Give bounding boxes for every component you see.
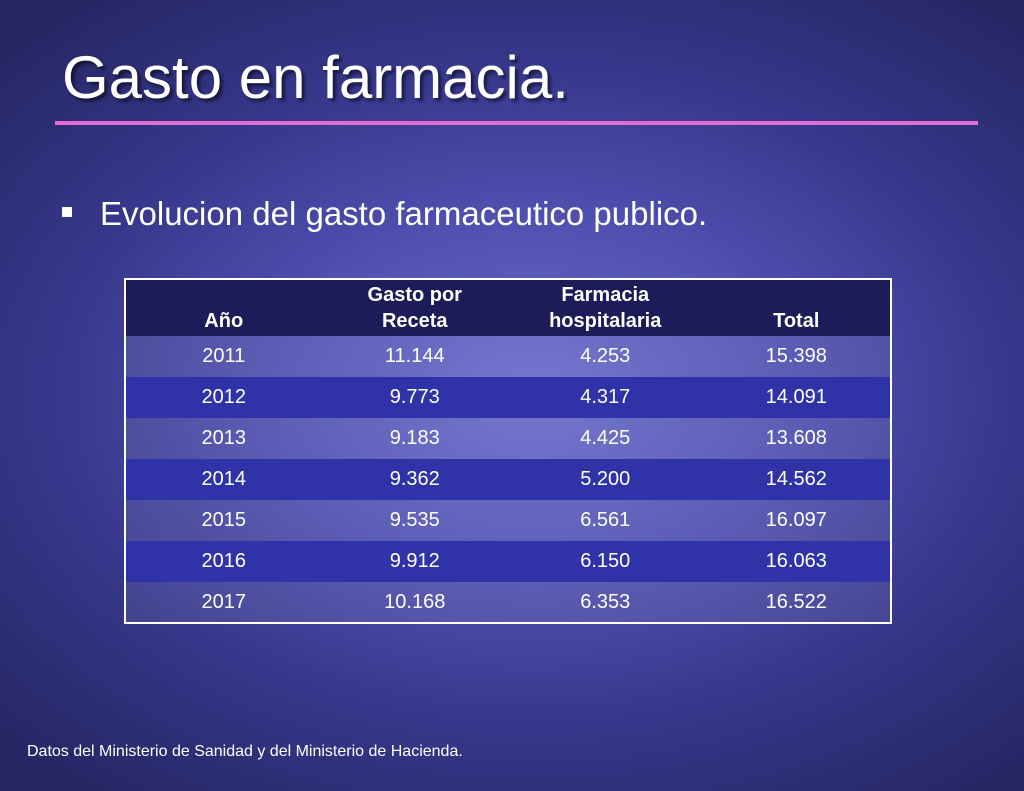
pharmacy-spending-table: Año Gasto por Receta Farmacia hospitalaria… bbox=[124, 278, 892, 624]
header-prescription-line-2: Receta bbox=[381, 310, 448, 332]
table-row: 2016 9.912 6.150 16.063 bbox=[125, 541, 891, 582]
cell-hospital: 4.253 bbox=[580, 345, 631, 367]
table-header-row: Año Gasto por Receta Farmacia hospitalaria… bbox=[125, 279, 891, 336]
cell-hospital: 6.150 bbox=[580, 550, 631, 572]
cell-hospital: 4.425 bbox=[580, 427, 631, 449]
cell-prescription: 10.168 bbox=[384, 590, 446, 613]
cell-prescription: 9.773 bbox=[389, 386, 440, 408]
header-prescription-spending: Gasto por Receta bbox=[322, 279, 508, 336]
header-total: Total bbox=[702, 279, 891, 336]
cell-hospital: 6.561 bbox=[580, 509, 631, 531]
cell-hospital: 5.200 bbox=[580, 468, 631, 490]
table-row: 2013 9.183 4.425 13.608 bbox=[125, 418, 891, 459]
table-row: 2012 9.773 4.317 14.091 bbox=[125, 377, 891, 418]
title-underline bbox=[55, 121, 978, 125]
header-hospital-line-2: hospitalaria bbox=[549, 310, 662, 332]
cell-year: 2017 bbox=[201, 590, 247, 613]
table-row: 2011 11.144 4.253 15.398 bbox=[125, 336, 891, 377]
cell-year: 2015 bbox=[201, 509, 247, 531]
cell-year: 2013 bbox=[201, 427, 247, 449]
slide-title: Gasto en farmacia. bbox=[62, 44, 569, 111]
cell-year: 2011 bbox=[202, 345, 246, 367]
bullet-text: Evolucion del gasto farmaceutico publico… bbox=[100, 195, 708, 232]
cell-prescription: 11.144 bbox=[384, 345, 445, 367]
bullet-item: Evolucion del gasto farmaceutico publico… bbox=[62, 190, 707, 238]
cell-prescription: 9.535 bbox=[389, 509, 440, 531]
cell-total: 16.063 bbox=[765, 550, 827, 572]
cell-year: 2012 bbox=[201, 386, 247, 408]
cell-hospital: 6.353 bbox=[580, 590, 631, 613]
cell-total: 15.398 bbox=[765, 345, 827, 367]
header-total-line-1: Total bbox=[773, 310, 820, 332]
header-year-line-1: Año bbox=[204, 310, 244, 332]
cell-total: 16.522 bbox=[765, 590, 827, 613]
square-bullet-icon bbox=[62, 207, 72, 217]
cell-prescription: 9.912 bbox=[389, 550, 440, 572]
table-row: 2015 9.535 6.561 16.097 bbox=[125, 500, 891, 541]
source-footnote: Datos del Ministerio de Sanidad y del Mi… bbox=[27, 743, 463, 760]
cell-year: 2014 bbox=[201, 468, 247, 490]
cell-year: 2016 bbox=[201, 550, 247, 572]
cell-total: 14.091 bbox=[765, 386, 827, 408]
header-hospital-pharmacy: Farmacia hospitalaria bbox=[508, 279, 703, 336]
cell-prescription: 9.362 bbox=[389, 468, 440, 490]
table-row: 2017 10.168 6.353 16.522 bbox=[125, 582, 891, 623]
cell-total: 16.097 bbox=[765, 509, 827, 531]
table-row: 2014 9.362 5.200 14.562 bbox=[125, 459, 891, 500]
header-hospital-line-1: Farmacia bbox=[561, 284, 650, 306]
header-year: Año bbox=[125, 279, 322, 336]
cell-hospital: 4.317 bbox=[580, 386, 631, 408]
cell-prescription: 9.183 bbox=[389, 427, 440, 449]
cell-total: 13.608 bbox=[765, 427, 827, 449]
cell-total: 14.562 bbox=[765, 468, 827, 490]
header-prescription-line-1: Gasto por bbox=[367, 284, 462, 306]
